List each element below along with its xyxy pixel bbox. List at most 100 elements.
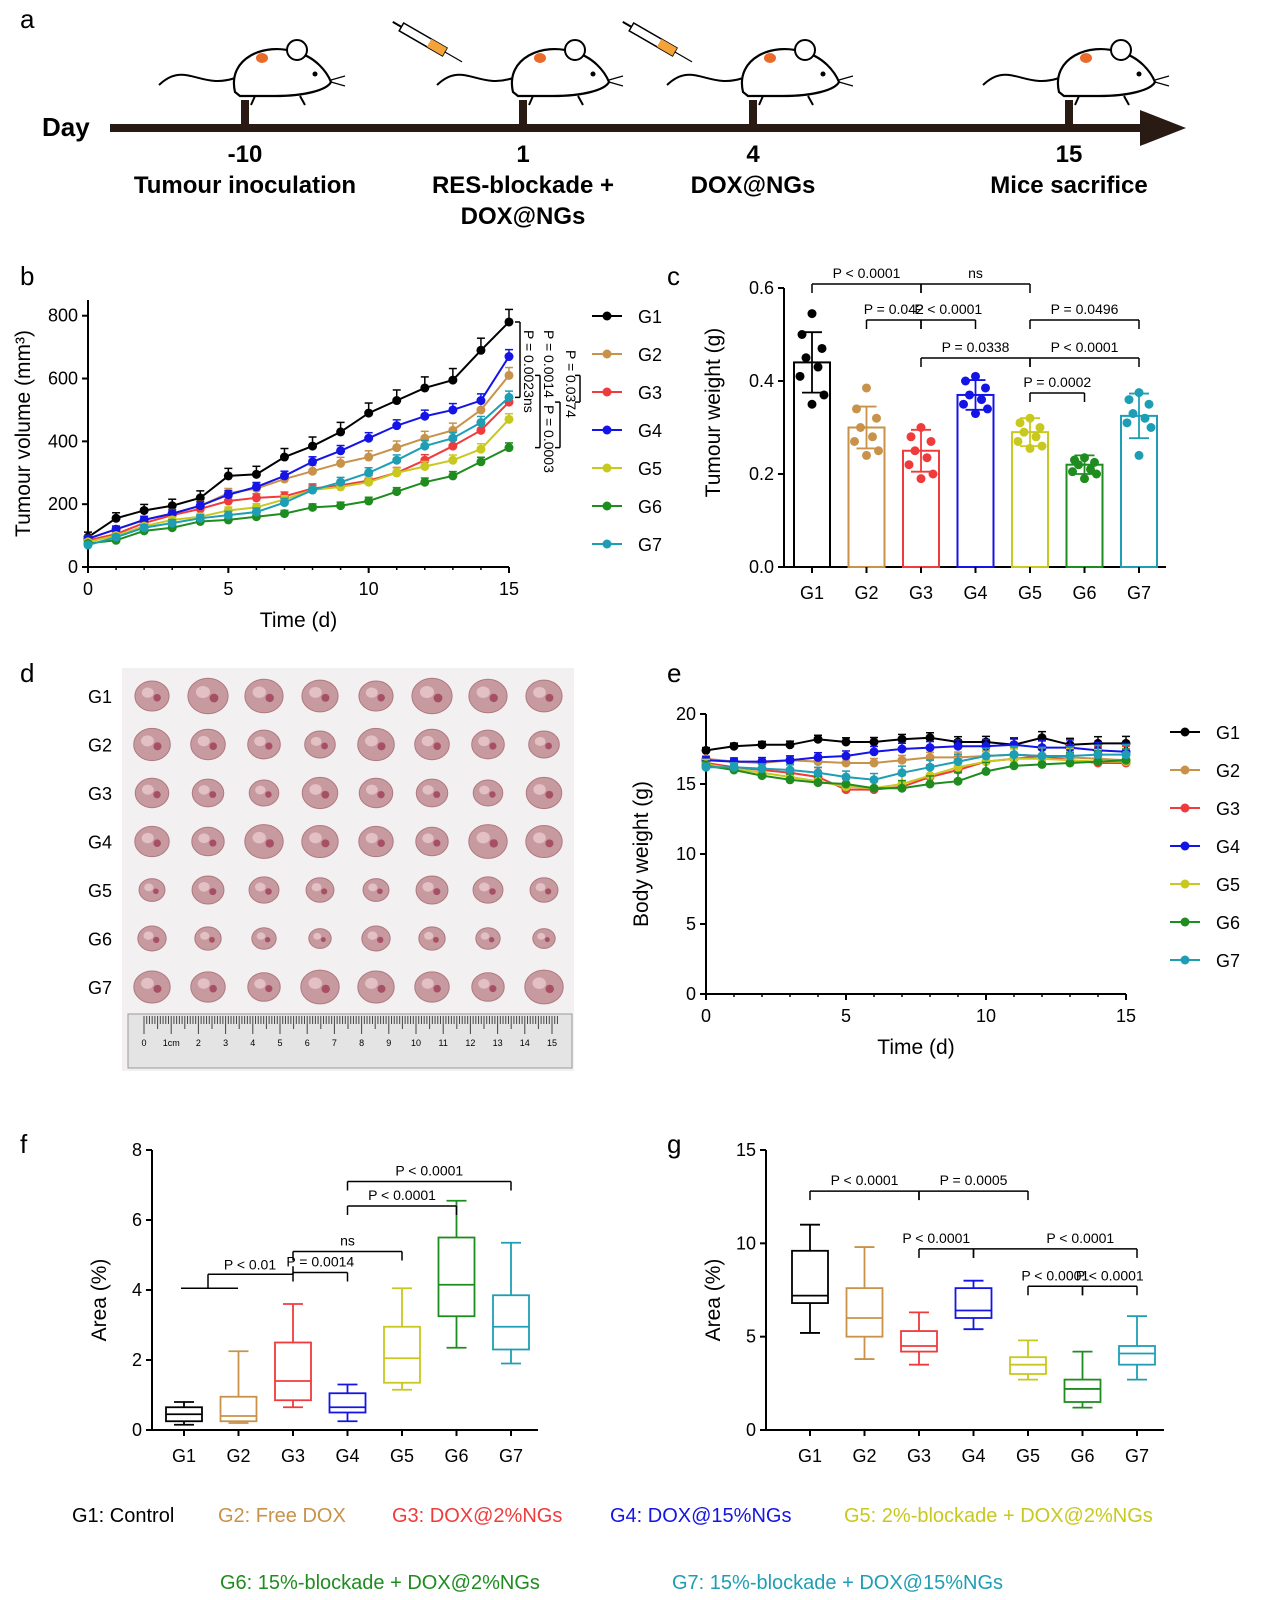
- data-point: [757, 771, 767, 781]
- tumour-highlight: [141, 735, 154, 747]
- data-point: [729, 762, 739, 772]
- tumour-mark: [1080, 53, 1092, 63]
- tumour-highlight: [479, 882, 490, 892]
- data-point: [807, 309, 817, 319]
- data-point: [852, 404, 861, 414]
- data-point: [139, 523, 149, 533]
- data-point: [336, 501, 346, 511]
- bar-G4: [956, 393, 995, 569]
- x-tick-label: G5: [1018, 583, 1042, 603]
- data-point: [897, 755, 907, 765]
- tumour-vessel: [209, 742, 217, 751]
- tumour-highlight: [141, 832, 154, 844]
- data-point: [279, 471, 289, 481]
- photo-row-label: G3: [88, 784, 112, 804]
- tumour-vessel: [377, 693, 385, 702]
- ruler-label: 7: [332, 1038, 337, 1048]
- sig-annotation: ns: [968, 265, 983, 281]
- data-point: [279, 498, 289, 508]
- tumour-vessel: [153, 790, 161, 799]
- data-point: [195, 501, 205, 511]
- data-point: [925, 733, 935, 743]
- mouse-icon: [436, 39, 624, 106]
- tumour-highlight: [252, 831, 266, 844]
- series-line-G1: [705, 736, 1126, 752]
- x-axis-label: Time (d): [260, 609, 337, 632]
- data-point: [392, 468, 402, 478]
- legend-entry-G2: G2: [638, 345, 662, 365]
- tumour-highlight: [424, 931, 434, 940]
- y-tick-label: 800: [48, 306, 78, 326]
- ruler-label: 5: [277, 1038, 282, 1048]
- box-G1: [791, 1249, 829, 1304]
- y-tick-label: 0.4: [749, 371, 774, 391]
- sig-annotation: P = 0.0014: [541, 330, 557, 398]
- data-point: [1121, 750, 1131, 760]
- data-point: [897, 768, 907, 778]
- x-tick-label: G6: [1072, 583, 1096, 603]
- tumour-highlight: [197, 735, 210, 747]
- tumour-highlight: [476, 686, 490, 698]
- tumour-highlight: [141, 784, 154, 795]
- data-point: [1093, 757, 1103, 767]
- y-axis-label: Tumour volume (mm³): [12, 330, 35, 537]
- tumour-vessel: [489, 985, 497, 993]
- panel-label-b: b: [20, 261, 34, 291]
- data-point: [971, 409, 980, 419]
- x-tick-label: G6: [444, 1446, 468, 1466]
- legend-entry-G4: G4: [638, 421, 662, 441]
- data-point: [1031, 432, 1041, 442]
- data-point: [308, 466, 318, 476]
- data-point: [392, 487, 402, 497]
- ruler-label: 9: [386, 1038, 391, 1048]
- data-point: [862, 450, 871, 460]
- mouse-leg: [1074, 95, 1080, 106]
- sig-annotation: ns: [521, 398, 537, 413]
- y-tick-label: 0: [686, 984, 696, 1004]
- sig-annotation: P = 0.0005: [940, 1172, 1008, 1188]
- sig-annotation: P < 0.0001: [395, 1163, 463, 1179]
- box-G2: [845, 1287, 884, 1338]
- data-point: [1134, 450, 1144, 460]
- series-line-G2: [87, 374, 510, 540]
- data-point: [841, 758, 851, 768]
- timeline: Day -10 Tumour inoculation 1 RES-blockade + D…: [42, 21, 1186, 230]
- data-point: [916, 423, 926, 432]
- tumour-highlight: [478, 978, 490, 989]
- data-point: [251, 469, 261, 479]
- mouse-tail: [666, 73, 744, 86]
- mouse-ear: [1110, 39, 1132, 61]
- x-tick-label: G6: [1070, 1446, 1094, 1466]
- legend-marker: [602, 501, 612, 511]
- data-point: [1093, 750, 1103, 760]
- data-point: [476, 396, 486, 406]
- tumour-highlight: [195, 685, 211, 699]
- tumour-vessel: [321, 742, 328, 750]
- data-point: [977, 395, 986, 405]
- sig-annotation: P = 0.0338: [942, 339, 1010, 355]
- tumour-vessel: [489, 839, 498, 848]
- event-day: 4: [746, 141, 760, 168]
- mouse-whisker: [1154, 75, 1170, 81]
- tumour-vessel: [545, 790, 554, 799]
- panel-label-d: d: [20, 658, 34, 688]
- sig-annotation: P = 0.0003: [541, 405, 557, 473]
- sig-annotation: ns: [340, 1233, 355, 1249]
- data-point: [448, 433, 458, 443]
- tumour-highlight: [368, 883, 378, 892]
- mouse-whisker: [608, 75, 624, 81]
- data-point: [251, 507, 261, 517]
- legend-entry-G7: G7: [1216, 951, 1240, 971]
- series-line-G4: [705, 743, 1127, 763]
- mouse-tail: [158, 73, 236, 86]
- tumour-vessel: [545, 839, 554, 848]
- data-point: [1065, 758, 1075, 768]
- box-G5: [1009, 1356, 1047, 1375]
- panel-label-g: g: [667, 1129, 681, 1159]
- tumour-vessel: [488, 937, 495, 943]
- x-tick-label: G2: [854, 583, 878, 603]
- chart-c: 0.0 0.2 0.4 0.6 Tumour weight (g) G1 G2 G3 G4 G5 G…: [702, 265, 1166, 603]
- data-point: [364, 433, 374, 443]
- mouse-eye: [820, 71, 826, 77]
